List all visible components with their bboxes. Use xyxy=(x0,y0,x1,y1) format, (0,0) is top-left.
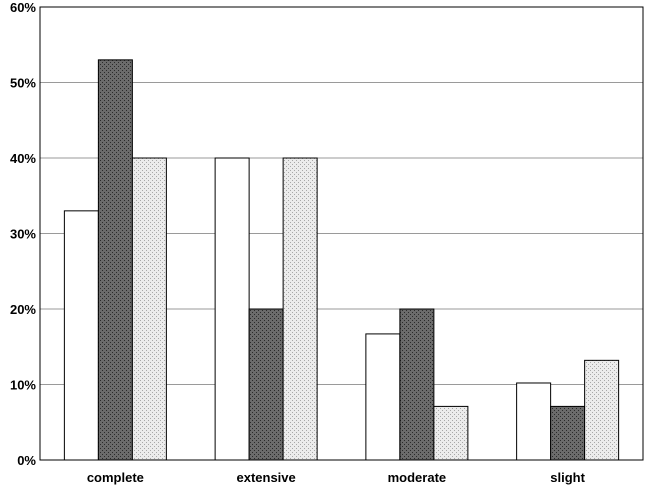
y-tick-label: 50% xyxy=(10,76,36,91)
x-category-label: complete xyxy=(87,470,144,485)
y-tick-label: 40% xyxy=(10,151,36,166)
bar-moderate-series-2 xyxy=(399,308,435,461)
bar-extensive-series-3 xyxy=(282,157,318,461)
bar-moderate-series-1 xyxy=(365,333,401,461)
bar-complete-series-3 xyxy=(131,157,167,461)
bar-complete-series-1 xyxy=(63,210,99,461)
bar-slight-series-3 xyxy=(584,359,620,461)
x-category-label: moderate xyxy=(388,470,447,485)
x-axis-category-labels: complete extensive moderate slight xyxy=(87,470,586,485)
bars xyxy=(63,59,620,461)
y-tick-label: 60% xyxy=(10,0,36,15)
bar-slight-series-1 xyxy=(516,382,552,461)
plot-area-frame xyxy=(39,6,644,461)
y-tick-label: 20% xyxy=(10,302,36,317)
x-category-label: extensive xyxy=(236,470,295,485)
bar-slight-series-2 xyxy=(550,405,586,461)
bar-extensive-series-2 xyxy=(248,308,284,461)
y-tick-label: 30% xyxy=(10,227,36,242)
x-category-label: slight xyxy=(550,470,585,485)
y-tick-label: 0% xyxy=(17,453,36,468)
y-axis-tick-labels: 0% 10% 20% 30% 40% 50% 60% xyxy=(10,0,36,468)
bar-moderate-series-3 xyxy=(433,405,469,461)
bar-extensive-series-1 xyxy=(214,157,250,461)
y-tick-label: 10% xyxy=(10,378,36,393)
bar-complete-series-2 xyxy=(97,59,133,461)
